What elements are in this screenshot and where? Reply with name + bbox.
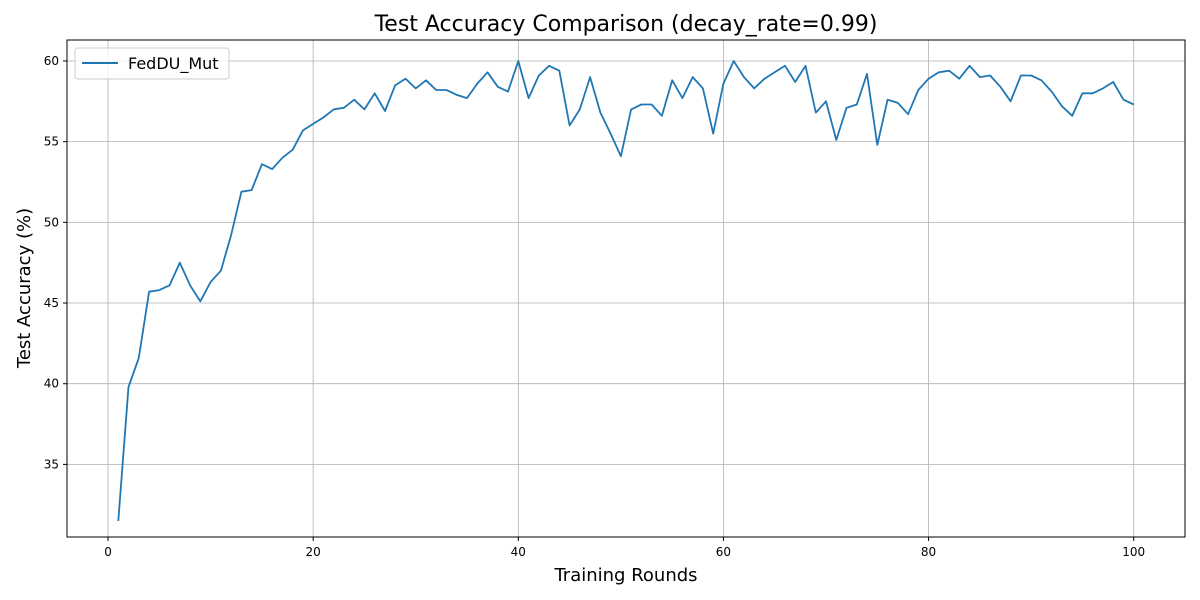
x-tick-label: 100 xyxy=(1122,545,1145,559)
x-tick-label: 0 xyxy=(104,545,112,559)
plot-frame xyxy=(66,39,1186,538)
legend-label-feddu-mut: FedDU_Mut xyxy=(128,54,219,74)
ticks: 0 20 40 60 80 100 35 40 45 50 55 60 xyxy=(44,54,1145,559)
y-axis-label: Test Accuracy (%) xyxy=(14,208,35,369)
x-tick-label: 60 xyxy=(716,545,731,559)
chart-title: Test Accuracy Comparison (decay_rate=0.9… xyxy=(374,12,878,37)
plot-area xyxy=(67,40,1185,537)
y-tick-label: 50 xyxy=(44,215,59,229)
series-line-feddu-mut xyxy=(117,60,1135,521)
y-tick-label: 45 xyxy=(44,296,59,310)
series-layer xyxy=(117,60,1135,521)
legend-box xyxy=(74,47,230,80)
x-tick-label: 80 xyxy=(921,545,936,559)
legend: FedDU_Mut xyxy=(74,47,230,80)
y-tick-label: 55 xyxy=(44,135,59,149)
y-tick-label: 35 xyxy=(44,457,59,471)
x-axis-label: Training Rounds xyxy=(553,565,697,586)
y-tick-label: 60 xyxy=(44,54,59,68)
x-tick-label: 20 xyxy=(306,545,321,559)
grid xyxy=(67,40,1185,537)
y-tick-label: 40 xyxy=(44,377,59,391)
x-tick-label: 40 xyxy=(511,545,526,559)
